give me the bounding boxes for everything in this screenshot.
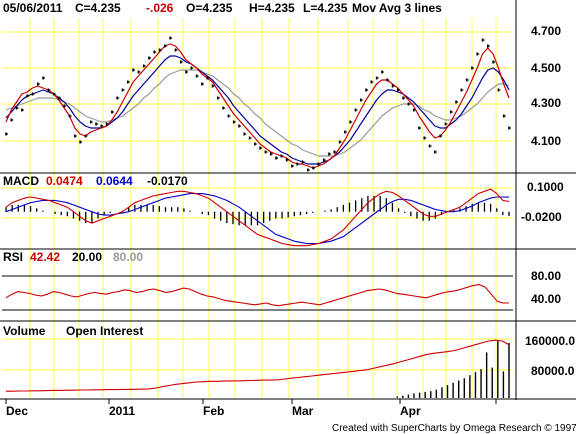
- rsi-line: [5, 284, 509, 307]
- volume-label: Volume: [3, 324, 46, 338]
- header-open: O=4.235: [186, 1, 233, 15]
- price-tick-label: 4.300: [531, 96, 561, 110]
- price-tick-label: 4.700: [531, 24, 561, 38]
- price-tick-label: 4.100: [531, 134, 561, 148]
- x-tick-label: Dec: [6, 404, 28, 418]
- footer-credit: Created with SuperCharts by Omega Resear…: [332, 423, 576, 434]
- open-interest-label: Open Interest: [66, 324, 143, 338]
- rsi-label: RSI: [3, 250, 23, 264]
- rsi-tick-label: 40.00: [531, 292, 561, 306]
- rsi-value-red: 42.42: [30, 250, 60, 264]
- macd-tick-label: 0.1000: [527, 180, 564, 194]
- grid-lines: [2, 18, 513, 398]
- x-tick-label: 2011: [109, 404, 135, 418]
- x-tick-label: Feb: [203, 404, 224, 418]
- price-tick-label: 4.500: [531, 61, 561, 75]
- macd-signal-line: [5, 193, 510, 245]
- header-date: 05/06/2011: [3, 1, 63, 15]
- macd-line: [5, 188, 510, 247]
- open-interest-line: [6, 339, 510, 392]
- header-change: -.026: [146, 1, 174, 15]
- x-tick-label: Apr: [400, 404, 421, 418]
- rsi-value-80: 80.00: [113, 250, 143, 264]
- mid-ma-line: [5, 55, 510, 165]
- fast-ma-line: [5, 43, 510, 169]
- volume-tick-label: 80000.0: [531, 364, 575, 378]
- header-close: C=4.235: [75, 1, 121, 15]
- x-tick-label: Mar: [292, 404, 314, 418]
- macd-value-red: 0.0474: [46, 174, 83, 188]
- macd-tick-label: -0.0200: [521, 210, 562, 224]
- volume-tick-label: 160000.0: [525, 334, 575, 348]
- header-low: L=4.235: [303, 1, 348, 15]
- header-high: H=4.235: [249, 1, 295, 15]
- macd-value-blue: 0.0644: [96, 174, 133, 188]
- rsi-value-20: 20.00: [72, 250, 102, 264]
- header-study: Mov Avg 3 lines: [352, 1, 442, 15]
- plot-layer: [5, 36, 511, 398]
- panel-frames: [0, 0, 576, 404]
- macd-value-black: -0.0170: [147, 174, 188, 188]
- slow-ma-line: [5, 69, 510, 157]
- macd-label: MACD: [3, 174, 39, 188]
- rsi-tick-label: 80.00: [531, 269, 561, 283]
